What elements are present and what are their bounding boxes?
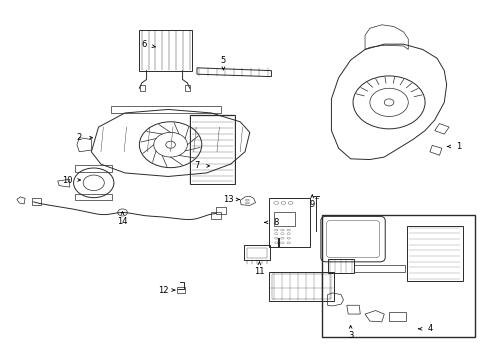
Text: 11: 11 <box>254 267 265 276</box>
Bar <box>322 215 475 337</box>
Bar <box>190 115 235 184</box>
Bar <box>32 198 41 206</box>
Text: 2: 2 <box>77 133 82 142</box>
Bar <box>216 207 226 213</box>
Bar <box>140 85 145 91</box>
Text: 14: 14 <box>117 217 128 226</box>
Text: 1: 1 <box>456 142 461 151</box>
Bar <box>269 198 310 247</box>
Text: 13: 13 <box>223 195 234 204</box>
Text: 9: 9 <box>310 200 315 209</box>
Text: 12: 12 <box>158 285 169 294</box>
Text: 6: 6 <box>142 40 147 49</box>
Bar <box>407 226 463 280</box>
Bar <box>244 244 270 260</box>
Bar <box>328 259 354 274</box>
Text: 10: 10 <box>62 176 73 185</box>
Text: 4: 4 <box>427 324 433 333</box>
Bar <box>139 30 192 71</box>
Bar <box>354 265 405 272</box>
Bar <box>75 194 112 201</box>
Text: 8: 8 <box>273 218 279 227</box>
Text: 3: 3 <box>348 332 353 341</box>
Text: 5: 5 <box>221 55 226 64</box>
Bar <box>389 312 406 321</box>
Bar <box>185 85 190 91</box>
Text: 7: 7 <box>195 161 199 170</box>
Bar <box>75 165 112 171</box>
Bar <box>177 287 185 293</box>
Bar <box>247 248 267 258</box>
Bar <box>272 274 331 299</box>
Bar <box>274 212 295 226</box>
Bar <box>269 273 334 301</box>
Bar <box>211 212 221 219</box>
